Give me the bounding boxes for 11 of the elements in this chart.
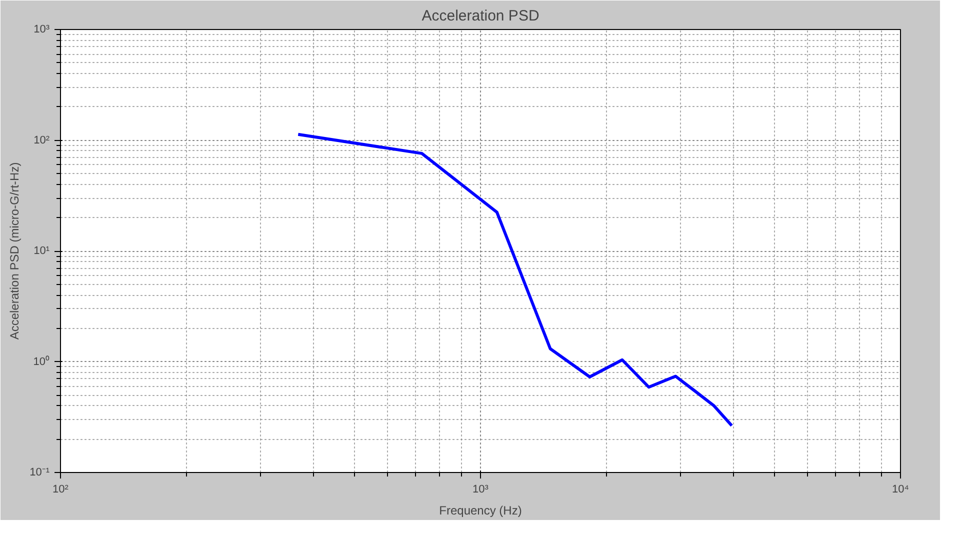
x-tick-label: 10³ [472,484,489,496]
y-tick-label: 10⁻¹ [30,466,50,478]
x-tick-label: 10² [52,484,69,496]
y-tick-label: 10² [34,134,50,146]
y-axis-title: Acceleration PSD (micro-G/rt-Hz) [8,162,22,340]
y-tick-label: 10⁰ [33,354,50,368]
y-tick-label: 10³ [34,24,50,36]
x-axis-title: Frequency (Hz) [439,504,522,518]
y-tick-label: 10¹ [34,245,50,257]
x-tick-label: 10⁴ [892,484,910,496]
chart-title: Acceleration PSD [422,8,540,24]
